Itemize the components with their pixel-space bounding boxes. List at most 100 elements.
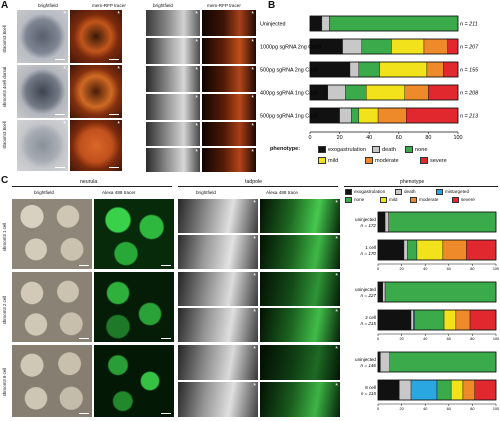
panel-c-neurula-bf-2 xyxy=(12,272,92,342)
panel-c-neurula-alexa-3 xyxy=(94,345,174,417)
divider xyxy=(344,186,498,187)
x-tick-label: 80 xyxy=(470,337,474,341)
bar-outline xyxy=(377,211,497,233)
bar-segment-mild xyxy=(366,84,405,101)
bar-segment-exogastrulation xyxy=(377,281,383,303)
bar-segment-severe xyxy=(428,84,459,101)
panel-c-tadpole-alexa-4: * xyxy=(260,308,340,342)
panel-c-neurula-bf-3 xyxy=(12,345,92,417)
bar-segment-mistargeted xyxy=(410,379,438,401)
panel-c-tadpole-bf-6: * xyxy=(178,382,258,417)
bar-segment-moderate xyxy=(455,309,471,331)
bar-segment-death xyxy=(327,84,346,101)
legend-label: mild xyxy=(389,197,398,203)
n-label: n = 172 xyxy=(361,223,377,228)
panel-a-tadpole-bf-2: * xyxy=(146,38,200,64)
bar-segment-exogastrulation xyxy=(377,211,386,233)
x-tick-label: 40 xyxy=(366,135,372,141)
n-label: n = 115 xyxy=(361,391,377,396)
legend-label: severe xyxy=(461,197,475,203)
panel-c-tadpole-bf-2: * xyxy=(178,235,258,269)
category-label: Uninjected xyxy=(260,22,285,28)
legend-label: mild xyxy=(328,157,339,164)
category-label: 8 cell xyxy=(365,385,376,390)
n-label: n = 146 xyxy=(361,363,377,368)
x-tick-label: 60 xyxy=(447,337,451,341)
n-label: n = 155 xyxy=(460,68,479,74)
panel-c-group-neurula: neurula xyxy=(80,179,98,185)
panel-a-header-brightfield-1: brightfield xyxy=(38,3,58,8)
panel-a-tadpole-rfp-6: * xyxy=(202,148,256,172)
bar-segment-severe xyxy=(405,107,459,124)
bar-segment-none xyxy=(329,15,459,32)
bar-segment-mild xyxy=(391,38,425,55)
panel-a-tadpole-rfp-2: * xyxy=(202,38,256,64)
legend-swatch-icon xyxy=(372,146,380,153)
x-tick-label: 20 xyxy=(399,267,403,271)
x-tick-label: 0 xyxy=(377,337,379,341)
bar-segment-death xyxy=(382,281,386,303)
legend-swatch-icon xyxy=(318,146,326,153)
n-label: n = 213 xyxy=(460,114,478,120)
bar-segment-death xyxy=(410,309,414,331)
legend-label: severe xyxy=(430,157,447,164)
x-tick-label: 0 xyxy=(309,135,312,141)
bar-segment-death xyxy=(384,211,389,233)
panel-b-stacked-bar-chart: Uninjected n = 211 1000pg sgRNA 2ng Cas9 n … xyxy=(260,15,479,141)
bar-segment-none xyxy=(389,351,497,373)
panel-a-tadpole-rfp-5: * xyxy=(202,122,256,146)
legend-label: exogastrulation xyxy=(354,189,386,195)
bar-segment-none xyxy=(436,379,452,401)
panel-c-tadpole-alexa-5: * xyxy=(260,345,340,380)
bar-outline xyxy=(309,15,459,32)
x-tick-label: 80 xyxy=(470,407,474,411)
panel-a-embryo-bf-2: * xyxy=(17,65,68,118)
panel-a-row-label-3: shroom3 8cell xyxy=(2,121,7,149)
bar-segment-death xyxy=(349,61,360,78)
panel-c-tadpole-bf-3: * xyxy=(178,272,258,306)
bar-segment-exogastrulation xyxy=(309,15,323,32)
bar-segment-death xyxy=(399,379,412,401)
panel-a-row-label-2: shroom3 4cell dorsal xyxy=(2,66,7,108)
panel-a-tadpole-bf-5: * xyxy=(146,122,200,146)
legend-label: death xyxy=(404,189,416,195)
n-label: n = 227 xyxy=(361,293,377,298)
x-tick-label: 60 xyxy=(396,135,402,141)
category-label: 400pg sgRNA 1ng Cas9 xyxy=(260,91,318,97)
panel-c-header-alexa-2: Alexa 488 trace xyxy=(266,190,298,195)
legend-c-none: none xyxy=(345,197,364,203)
panel-c-neurula-bf-1 xyxy=(12,199,92,269)
bar-segment-severe xyxy=(447,38,459,55)
panel-a-tadpole-rfp-1: * xyxy=(202,10,256,36)
bar-segment-none xyxy=(388,211,497,233)
legend-label: death xyxy=(382,146,396,153)
legend-c-death: death xyxy=(395,189,416,195)
bar-outline xyxy=(377,379,497,401)
panel-c-tadpole-alexa-2: * xyxy=(260,235,340,269)
panel-a-row-label-1: shroom3 8cell xyxy=(2,25,7,53)
panel-a-header-rfp-1: mem-RFP tracer xyxy=(92,3,126,8)
bar-segment-none xyxy=(351,107,360,124)
legend-label: none xyxy=(415,146,428,153)
bar-outline xyxy=(377,239,497,261)
panel-a-tadpole-rfp-3: * xyxy=(202,66,256,92)
bar-segment-death xyxy=(403,239,408,261)
panel-c-row-label-3: shroom3 8 cell xyxy=(2,367,7,397)
n-label: n = 207 xyxy=(460,45,479,51)
panel-a-letter: A xyxy=(1,0,9,11)
x-tick-label: 60 xyxy=(447,267,451,271)
category-label: uninjected xyxy=(355,217,376,222)
x-tick-label: 100 xyxy=(454,135,463,141)
bar-outline xyxy=(309,38,459,55)
n-label: n = 215 xyxy=(361,321,377,326)
legend-c-severe: severe xyxy=(452,197,475,203)
x-tick-label: 40 xyxy=(423,337,427,341)
x-tick-label: 100 xyxy=(493,407,499,411)
n-label: n = 208 xyxy=(460,91,478,97)
x-tick-label: 0 xyxy=(377,407,379,411)
bar-segment-death xyxy=(380,351,391,373)
divider xyxy=(12,186,172,187)
category-label: 1 cell xyxy=(365,245,376,250)
legend-swatch-icon xyxy=(405,146,413,153)
legend-swatch-icon xyxy=(318,157,326,164)
